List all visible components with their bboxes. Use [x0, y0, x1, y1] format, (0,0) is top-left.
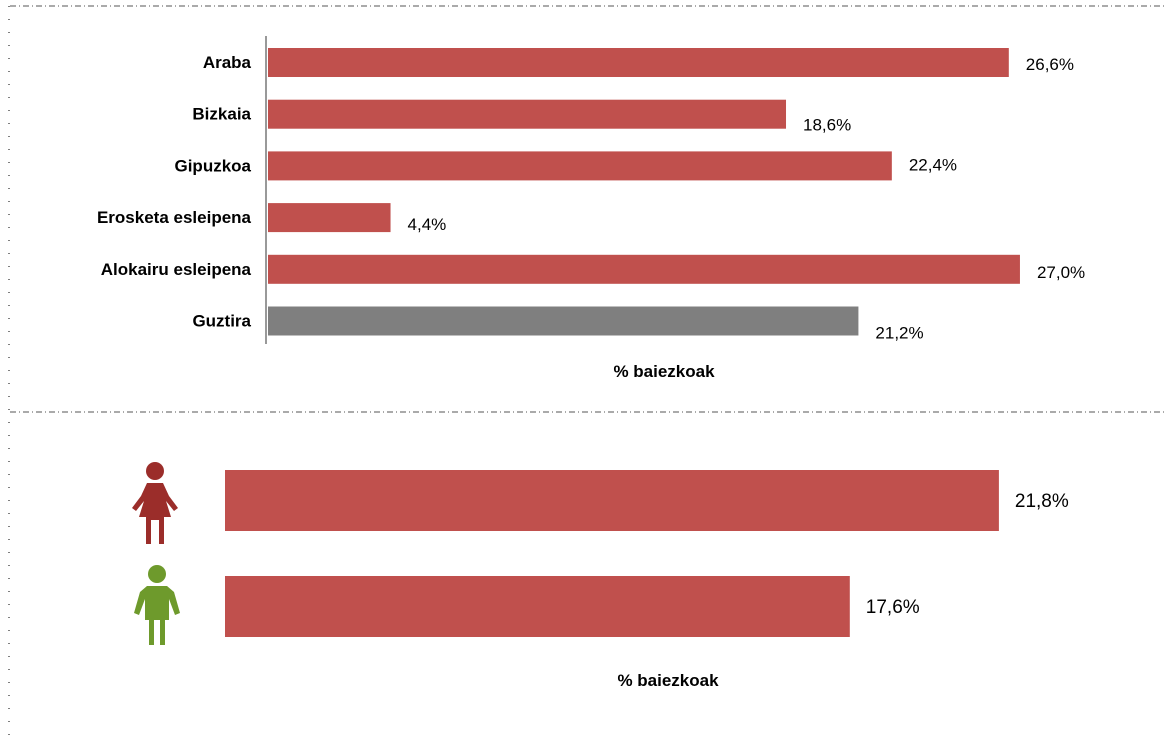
- chart1-category-label: Alokairu esleipena: [101, 260, 252, 279]
- chart2-bar: [225, 470, 999, 531]
- chart1-bar: [268, 151, 892, 181]
- chart1-x-axis-title: % baiezkoak: [613, 362, 715, 381]
- chart1-category-label: Araba: [203, 53, 252, 72]
- chart2-x-axis-title: % baiezkoak: [617, 671, 719, 690]
- chart1-category-label: Gipuzkoa: [174, 156, 251, 175]
- chart1-category-label: Erosketa esleipena: [97, 208, 252, 227]
- chart1-bar: [268, 254, 1020, 284]
- female-icon: [132, 462, 178, 544]
- chart1-value-label: 21,2%: [875, 324, 923, 343]
- chart1-bar: [268, 203, 391, 233]
- chart2-bar: [225, 576, 850, 637]
- chart1-bar: [268, 99, 787, 129]
- chart-2-gender-breakdown: 21,8% 17,6% % baiezkoak: [132, 462, 1069, 690]
- chart2-value-label: 17,6%: [866, 597, 920, 618]
- chart1-category-label: Bizkaia: [192, 105, 251, 124]
- chart2-value-label: 21,8%: [1015, 491, 1069, 512]
- chart1-value-label: 26,6%: [1026, 55, 1074, 74]
- chart1-bar: [268, 48, 1009, 77]
- chart1-value-label: 27,0%: [1037, 263, 1085, 282]
- male-icon: [134, 565, 180, 645]
- chart1-value-label: 18,6%: [803, 116, 851, 135]
- chart-1-territory-breakdown: Araba 26,6% Bizkaia 18,6% Gipuzkoa 22,4% Erosk…: [97, 36, 1085, 381]
- chart1-category-label: Guztira: [192, 312, 251, 331]
- chart1-value-label: 4,4%: [408, 215, 447, 234]
- chart1-bar: [268, 306, 859, 336]
- chart1-value-label: 22,4%: [909, 155, 957, 174]
